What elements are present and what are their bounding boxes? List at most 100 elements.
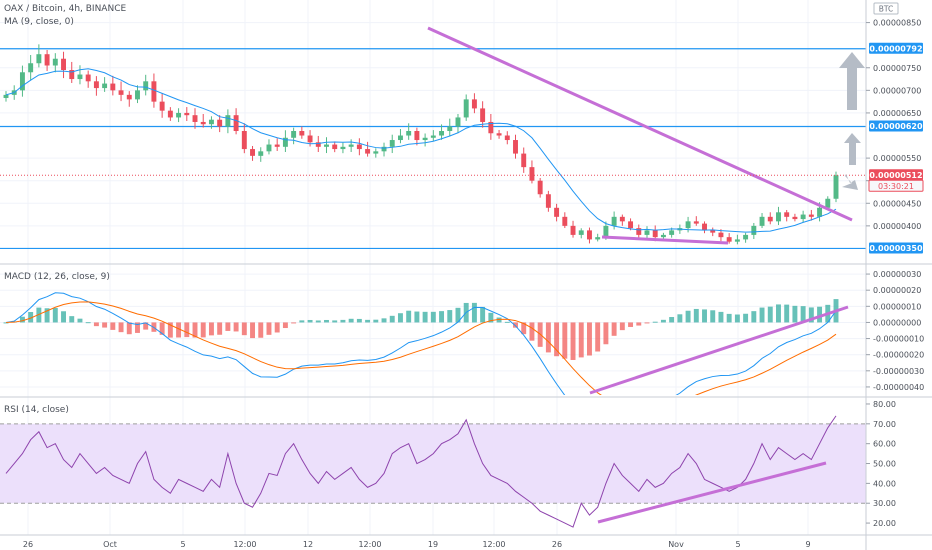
candle-body <box>513 140 518 154</box>
candle <box>126 91 132 107</box>
candle-body <box>504 135 510 141</box>
candle <box>480 101 486 128</box>
candle-body <box>406 131 412 136</box>
candle-body <box>808 214 814 217</box>
candle <box>767 212 773 225</box>
candle <box>529 160 535 184</box>
macd-bar <box>726 313 732 323</box>
macd-bar <box>61 311 66 323</box>
candle-body <box>743 234 749 240</box>
macd-axis[interactable]: 0.00000030 0.00000020 0.00000010 0.00000000… <box>866 270 924 392</box>
candle-body <box>718 232 724 238</box>
candle <box>660 232 666 240</box>
candle <box>422 133 428 147</box>
candle-body <box>611 216 617 226</box>
candle <box>135 85 140 104</box>
ma-line <box>5 68 837 233</box>
candle-body <box>439 131 445 136</box>
macd-tick-label: -0.00000030 <box>873 367 924 376</box>
rsi-pane[interactable] <box>0 415 866 528</box>
price-tick-label: 0.00000400 <box>873 222 921 231</box>
candle <box>496 129 502 139</box>
candle-body <box>660 234 666 238</box>
candle <box>332 141 338 153</box>
candle-body <box>496 133 502 136</box>
candle <box>554 203 560 222</box>
candle-body <box>291 131 297 138</box>
candle <box>52 53 58 73</box>
candle-body <box>135 90 140 100</box>
rsi-legend: RSI (14, close) <box>4 405 69 415</box>
macd-line <box>5 292 837 395</box>
currency-badge-box[interactable] <box>873 2 899 15</box>
price-badges: 0.00000792 0.00000620 0.00000512 03:30:21 0.… <box>868 42 924 254</box>
currency-badge[interactable]: BTC <box>879 5 894 14</box>
macd-bar <box>282 322 288 329</box>
candle <box>759 213 765 229</box>
macd-bar <box>471 302 477 323</box>
rsi-tick-label: 30.00 <box>873 499 896 508</box>
rsi-axis[interactable]: 80.00 70.00 60.00 50.00 40.00 30.00 20.00 <box>866 400 896 528</box>
candle-body <box>184 112 190 116</box>
candle-body <box>19 72 25 91</box>
candle-body <box>52 58 58 66</box>
candle-body <box>619 216 625 222</box>
macd-bar <box>356 318 362 323</box>
macd-bar <box>644 322 650 324</box>
macd-pane[interactable] <box>3 292 849 422</box>
macd-bar <box>808 307 814 323</box>
candle-body <box>455 117 461 127</box>
macd-bar <box>570 322 576 360</box>
macd-bar <box>439 311 445 323</box>
candle-body <box>710 230 716 233</box>
macd-bar <box>315 320 321 323</box>
price-pane[interactable] <box>0 26 866 250</box>
macd-tick-label: 0.00000020 <box>873 286 921 295</box>
macd-bar <box>817 306 823 323</box>
candle-body <box>28 63 34 73</box>
time-tick-label: 12:00 <box>233 540 256 549</box>
macd-bar <box>595 322 601 352</box>
macd-bar <box>628 322 634 327</box>
candle-body <box>825 198 831 208</box>
macd-bar <box>743 313 749 323</box>
candle <box>545 190 551 212</box>
candle <box>3 91 9 102</box>
candle <box>36 44 42 68</box>
candle-body <box>340 146 346 150</box>
macd-trendline <box>589 305 849 395</box>
candle-body <box>93 81 99 89</box>
candle-body <box>603 225 609 238</box>
candle-body <box>44 54 50 66</box>
price-tick-label: 0.00000550 <box>873 154 921 163</box>
candle <box>340 142 346 154</box>
macd-bar <box>496 317 502 323</box>
price-tick-label: 0.00000850 <box>873 19 921 28</box>
candle-body <box>817 207 823 217</box>
macd-bar <box>513 322 518 328</box>
candle <box>751 222 757 240</box>
candle-body <box>587 230 592 240</box>
candle-body <box>332 144 338 150</box>
candle <box>250 145 255 161</box>
candle <box>488 113 494 140</box>
candle-body <box>217 119 223 127</box>
macd-bar <box>258 322 264 338</box>
time-tick-label: Nov <box>668 540 684 549</box>
candle <box>447 118 453 137</box>
price-tick-label: 0.00000650 <box>873 109 921 118</box>
candle <box>299 126 305 139</box>
time-tick-label: 12:00 <box>358 540 381 549</box>
rsi-tick-label: 80.00 <box>873 400 896 409</box>
macd-bar <box>611 322 617 336</box>
macd-bar <box>455 307 461 323</box>
time-axis[interactable]: 26 Oct 5 12:00 12 12:00 19 12:00 26 Nov 5 9 <box>23 540 811 549</box>
macd-bar <box>389 315 395 323</box>
macd-bar <box>126 322 132 335</box>
candle <box>365 141 371 157</box>
badge-last-price-box <box>869 169 923 181</box>
candle-body <box>266 144 272 152</box>
candle <box>537 177 543 198</box>
candle-body <box>776 212 781 222</box>
candle <box>430 130 436 142</box>
